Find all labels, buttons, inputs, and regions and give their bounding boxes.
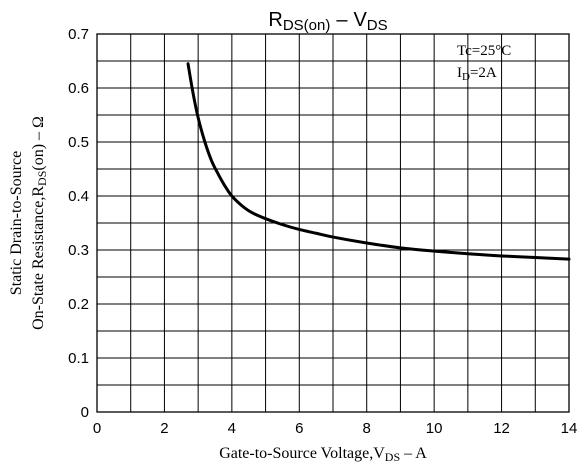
series-line-rds-on <box>186 62 571 261</box>
y-tick-label: 0.5 <box>68 134 89 151</box>
y-tick-label: 0.2 <box>68 296 89 313</box>
chart-title: RDS(on) – VDS <box>268 9 387 34</box>
tick-labels: 0 2 4 6 8 10 12 14 0 0.1 0.2 0.3 0.4 0.5 0.6 0.7 <box>68 26 577 437</box>
x-tick-label: 0 <box>93 420 101 437</box>
x-tick-label: 4 <box>228 420 236 437</box>
x-axis-label: Gate-to-Source Voltage,VDS – A <box>219 445 427 464</box>
plot-area-frame <box>96 33 570 413</box>
grid <box>97 34 569 412</box>
y-axis-label: Static Drain-to-Source On-State Resistan… <box>8 116 49 330</box>
series-lines <box>186 62 571 261</box>
y-tick-label: 0.7 <box>68 26 89 43</box>
x-tick-label: 8 <box>363 420 371 437</box>
x-tick-label: 14 <box>561 420 578 437</box>
condition-drain-current: ID=2A <box>457 65 497 83</box>
y-axis-label-line2: On-State Resistance,RDS(on) – Ω <box>30 116 49 330</box>
x-tick-label: 2 <box>160 420 168 437</box>
y-tick-label: 0.1 <box>68 350 89 367</box>
y-tick-label: 0.4 <box>68 188 89 205</box>
x-tick-label: 6 <box>295 420 303 437</box>
y-tick-label: 0.3 <box>68 242 89 259</box>
y-tick-label: 0 <box>81 404 89 421</box>
x-tick-label: 10 <box>426 420 443 437</box>
y-tick-label: 0.6 <box>68 80 89 97</box>
y-axis-label-line1: Static Drain-to-Source <box>8 151 25 295</box>
condition-temperature: Tc=25°C <box>457 43 511 59</box>
x-tick-label: 12 <box>493 420 510 437</box>
